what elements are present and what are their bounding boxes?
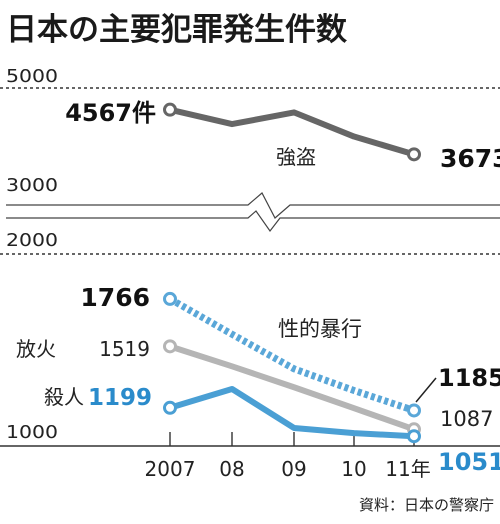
series-2-name: 放火	[16, 337, 56, 361]
marker-3-4	[407, 429, 421, 444]
marker-1-0	[163, 291, 177, 306]
x-tick-label-2: 09	[281, 457, 306, 481]
series-0-name: 強盗	[276, 145, 316, 169]
series-layer	[163, 102, 421, 444]
source-note: 資料：日本の警察庁	[359, 496, 494, 514]
y-tick-label-2000: 2000	[6, 230, 58, 251]
marker-3-0	[163, 400, 177, 415]
marker-0-0	[163, 102, 177, 117]
series-0-end-label: 3673	[440, 144, 500, 173]
series-line-1	[168, 295, 416, 414]
x-ticks: 2007 08 09 10 11年	[145, 432, 431, 481]
x-tick-label-3: 10	[341, 457, 366, 481]
x-tick-label-0: 2007	[145, 457, 196, 481]
series-1-end-label: 1185	[438, 364, 500, 392]
series-1-end-leader	[415, 377, 437, 403]
x-tick-label-4: 11年	[385, 457, 430, 481]
marker-2-0	[163, 339, 177, 354]
y-tick-label-3000: 3000	[6, 175, 58, 196]
series-2-start-label: 1519	[99, 337, 150, 361]
y-tick-label-1000: 1000	[6, 422, 58, 443]
series-3-end-label: 1051	[438, 448, 500, 476]
series-2-end-label: 1087	[440, 407, 493, 431]
series-1-name: 性的暴行	[278, 317, 362, 341]
series-line-0	[169, 106, 415, 158]
x-tick-label-1: 08	[219, 457, 244, 481]
y-tick-label-5000: 5000	[6, 66, 58, 87]
series-line-2	[169, 343, 415, 433]
series-1-start-label: 1766	[80, 283, 150, 312]
axis-break-top	[6, 192, 500, 219]
axis-break-bottom	[6, 210, 500, 233]
chart-title: 日本の主要犯罪発生件数	[6, 12, 347, 48]
marker-1-4	[407, 403, 421, 418]
series-line-3	[169, 385, 415, 440]
marker-0-4	[407, 147, 421, 162]
series-0-start-label: 4567件	[65, 99, 156, 127]
series-3-name: 殺人	[44, 385, 84, 409]
series-3-start-label: 1199	[88, 385, 152, 411]
axes: 5000 3000 2000 1000	[0, 66, 500, 447]
